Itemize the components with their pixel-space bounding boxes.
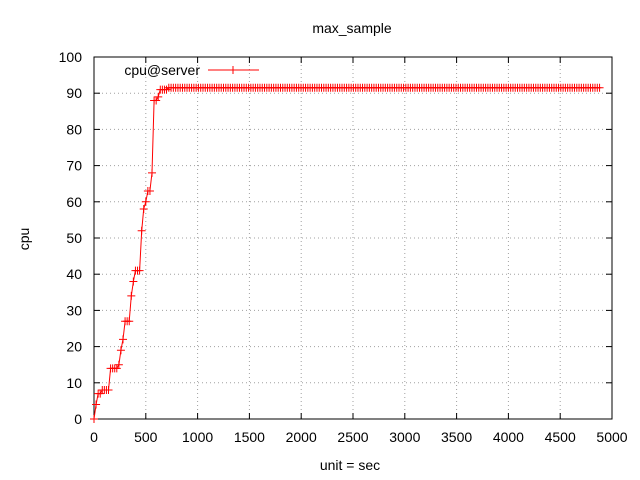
chart-title: max_sample <box>312 20 392 36</box>
data-point <box>129 277 138 286</box>
x-tick-label: 4000 <box>493 429 524 445</box>
x-tick-label: 3500 <box>441 429 472 445</box>
x-tick-label: 2500 <box>337 429 368 445</box>
x-tick-label: 5000 <box>596 429 627 445</box>
data-point <box>114 360 123 369</box>
data-point <box>96 389 105 398</box>
y-tick-label: 50 <box>66 230 82 246</box>
x-tick-label: 4500 <box>545 429 576 445</box>
x-tick-label: 500 <box>134 429 158 445</box>
y-axis-label: cpu <box>16 228 32 251</box>
data-point <box>137 226 146 235</box>
y-tick-label: 70 <box>66 158 82 174</box>
legend: cpu@server <box>124 62 259 78</box>
data-point <box>162 85 171 94</box>
data-point <box>154 92 163 101</box>
data-point <box>104 386 113 395</box>
x-tick-label: 0 <box>90 429 98 445</box>
data-point <box>139 205 148 214</box>
legend-marker <box>229 66 237 74</box>
x-tick-label: 2000 <box>286 429 317 445</box>
grid <box>94 57 612 419</box>
y-tick-label: 20 <box>66 339 82 355</box>
data-point <box>92 400 101 409</box>
data-point <box>595 83 604 92</box>
y-tick-label: 60 <box>66 194 82 210</box>
x-tick-label: 3000 <box>389 429 420 445</box>
x-tick-label: 1500 <box>234 429 265 445</box>
series-line-cpu-server <box>93 87 600 420</box>
y-tick-label: 0 <box>74 411 82 427</box>
data-point <box>116 346 125 355</box>
data-point <box>145 186 154 195</box>
y-tick-label: 100 <box>59 49 83 65</box>
data-point <box>112 364 121 373</box>
data-point <box>127 291 136 300</box>
data-point <box>90 415 98 423</box>
x-axis-label: unit = sec <box>320 457 380 473</box>
series-cpu-server <box>90 83 604 423</box>
data-point <box>119 335 128 344</box>
y-tick-label: 80 <box>66 121 82 137</box>
data-point <box>141 197 150 206</box>
data-point <box>125 317 134 326</box>
data-point <box>148 168 157 177</box>
y-tick-label: 40 <box>66 266 82 282</box>
data-point <box>135 266 144 275</box>
data-point <box>152 96 161 105</box>
y-tick-label: 10 <box>66 375 82 391</box>
x-tick-label: 1000 <box>182 429 213 445</box>
legend-label: cpu@server <box>124 62 200 78</box>
plot-frame <box>93 56 613 420</box>
y-tick-label: 90 <box>66 85 82 101</box>
y-tick-label: 30 <box>66 302 82 318</box>
